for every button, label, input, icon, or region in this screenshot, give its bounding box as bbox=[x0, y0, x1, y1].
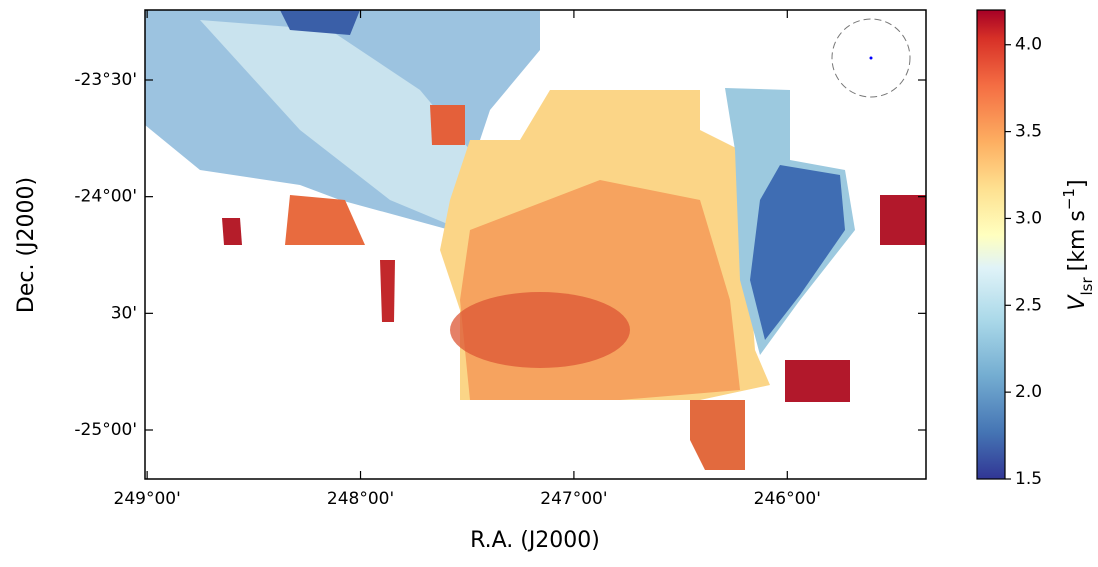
y-tick-label: -24°00' bbox=[74, 187, 137, 207]
plot-frame bbox=[144, 9, 927, 480]
x-tick-label: 247°00' bbox=[540, 489, 607, 509]
map-region bbox=[200, 20, 470, 225]
beam-dot bbox=[869, 56, 873, 60]
x-axis-label: R.A. (J2000) bbox=[470, 528, 600, 553]
map-region bbox=[785, 360, 850, 402]
colorbar-tick-label: 3.5 bbox=[1015, 122, 1042, 142]
cb-label-sup: −1 bbox=[1060, 188, 1078, 210]
y-tick-label: 30' bbox=[111, 303, 137, 323]
y-tick-label: -23°30' bbox=[74, 70, 137, 90]
cb-label-main: V bbox=[1065, 294, 1090, 311]
colorbar-tick-label: 1.5 bbox=[1015, 469, 1042, 489]
map-region bbox=[750, 165, 845, 340]
colorbar-tick-label: 3.0 bbox=[1015, 208, 1042, 228]
colorbar-tick-label: 2.5 bbox=[1015, 295, 1042, 315]
map-region bbox=[280, 10, 360, 35]
map-region bbox=[285, 195, 365, 245]
colorbar-tick-label: 2.0 bbox=[1015, 382, 1042, 402]
colorbar-label: Vlsr [km s−1] bbox=[1060, 179, 1096, 310]
map-region bbox=[450, 292, 630, 368]
y-axis-label: Dec. (J2000) bbox=[14, 177, 39, 313]
cb-label-unit: [km s bbox=[1065, 210, 1090, 271]
map-region bbox=[690, 400, 745, 470]
x-tick-label: 248°00' bbox=[327, 489, 394, 509]
map-region bbox=[430, 105, 465, 145]
colorbar-tick-label: 4.0 bbox=[1015, 35, 1042, 55]
x-tick-label: 246°00' bbox=[754, 489, 821, 509]
x-tick-label: 249°00' bbox=[114, 489, 181, 509]
map-region bbox=[222, 218, 242, 245]
velocity-map bbox=[145, 10, 926, 470]
colorbar bbox=[976, 9, 1006, 480]
map-region bbox=[380, 260, 395, 322]
map-region bbox=[880, 195, 926, 245]
cb-label-close: ] bbox=[1065, 179, 1090, 188]
y-tick-label: -25°00' bbox=[74, 420, 137, 440]
cb-label-sub: lsr bbox=[1078, 277, 1096, 296]
beam bbox=[831, 18, 911, 98]
